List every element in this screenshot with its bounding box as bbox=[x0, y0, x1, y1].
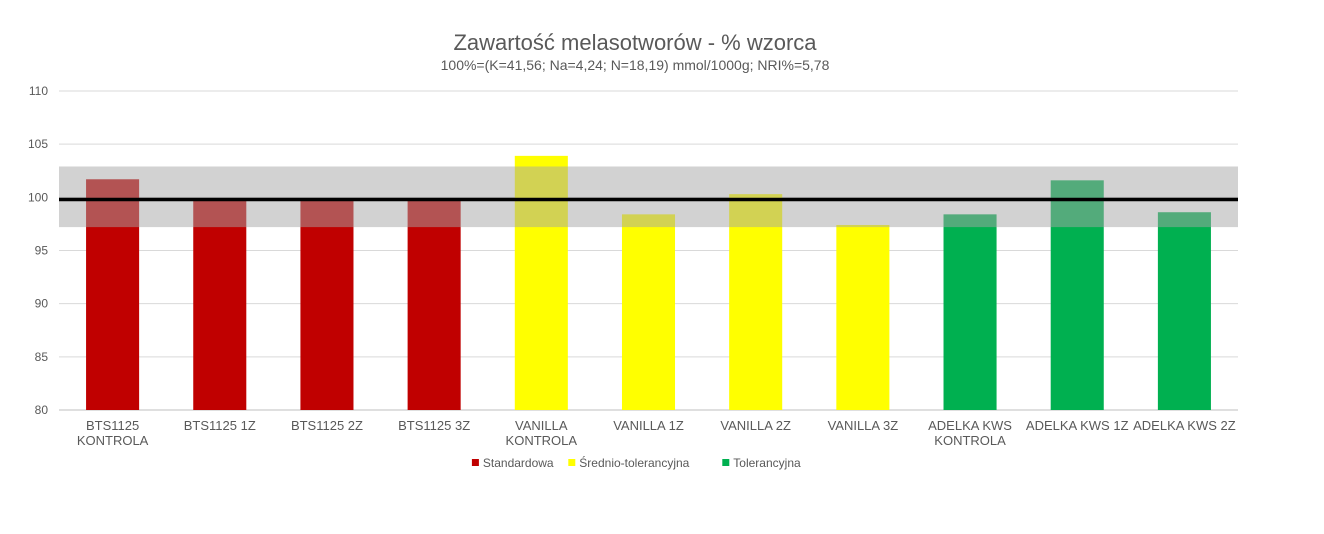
bar bbox=[193, 199, 247, 410]
legend-label: Tolerancyjna bbox=[733, 456, 801, 470]
x-category-label: BTS1125 bbox=[86, 418, 139, 433]
x-category-label: VANILLA 2Z bbox=[720, 418, 791, 433]
x-category-label: ADELKA KWS 1Z bbox=[1026, 418, 1129, 433]
chart-subtitle: 100%=(K=41,56; Na=4,24; N=18,19) mmol/10… bbox=[440, 57, 830, 73]
bar bbox=[407, 199, 461, 410]
x-category-label: VANILLA 1Z bbox=[613, 418, 684, 433]
bar bbox=[300, 199, 354, 410]
y-tick-label: 90 bbox=[35, 297, 49, 311]
y-tick-label: 100 bbox=[28, 190, 48, 204]
bar bbox=[621, 214, 676, 410]
x-category-label: BTS1125 2Z bbox=[291, 418, 363, 433]
x-category-label: ADELKA KWS 2Z bbox=[1133, 418, 1236, 433]
y-tick-label: 110 bbox=[29, 84, 48, 98]
x-category-label: BTS1125 3Z bbox=[398, 418, 470, 433]
x-category-label: ADELKA KWS bbox=[928, 418, 1012, 433]
x-category-label: VANILLA bbox=[515, 418, 568, 433]
x-category-label: VANILLA 3Z bbox=[828, 418, 899, 433]
axis-labels: 80859095100105110BTS1125KONTROLABTS1125 … bbox=[28, 84, 1236, 448]
y-tick-label: 85 bbox=[35, 350, 49, 364]
legend-label: Średnio-tolerancyjna bbox=[579, 455, 689, 470]
bar bbox=[836, 224, 890, 410]
legend-label: Standardowa bbox=[483, 456, 554, 470]
legend-swatch bbox=[568, 459, 576, 466]
x-category-label: BTS1125 1Z bbox=[184, 418, 256, 433]
bar bbox=[729, 194, 783, 410]
legend: Standardowa Średnio-tolerancyjna Tolerancy… bbox=[471, 455, 801, 470]
bar bbox=[943, 214, 997, 410]
tolerance-band bbox=[59, 166, 1238, 228]
legend-swatch bbox=[471, 459, 479, 466]
x-category-label: KONTROLA bbox=[934, 433, 1006, 448]
chart-title: Zawartość melasotworów - % wzorca bbox=[453, 30, 817, 55]
y-tick-label: 105 bbox=[28, 137, 48, 151]
bar bbox=[1157, 212, 1211, 410]
tolerance-overlay bbox=[59, 166, 1238, 228]
x-category-label: KONTROLA bbox=[506, 433, 578, 448]
y-tick-label: 80 bbox=[35, 403, 49, 417]
legend-swatch bbox=[722, 459, 730, 466]
y-tick-label: 95 bbox=[35, 244, 49, 258]
x-category-label: KONTROLA bbox=[77, 433, 149, 448]
